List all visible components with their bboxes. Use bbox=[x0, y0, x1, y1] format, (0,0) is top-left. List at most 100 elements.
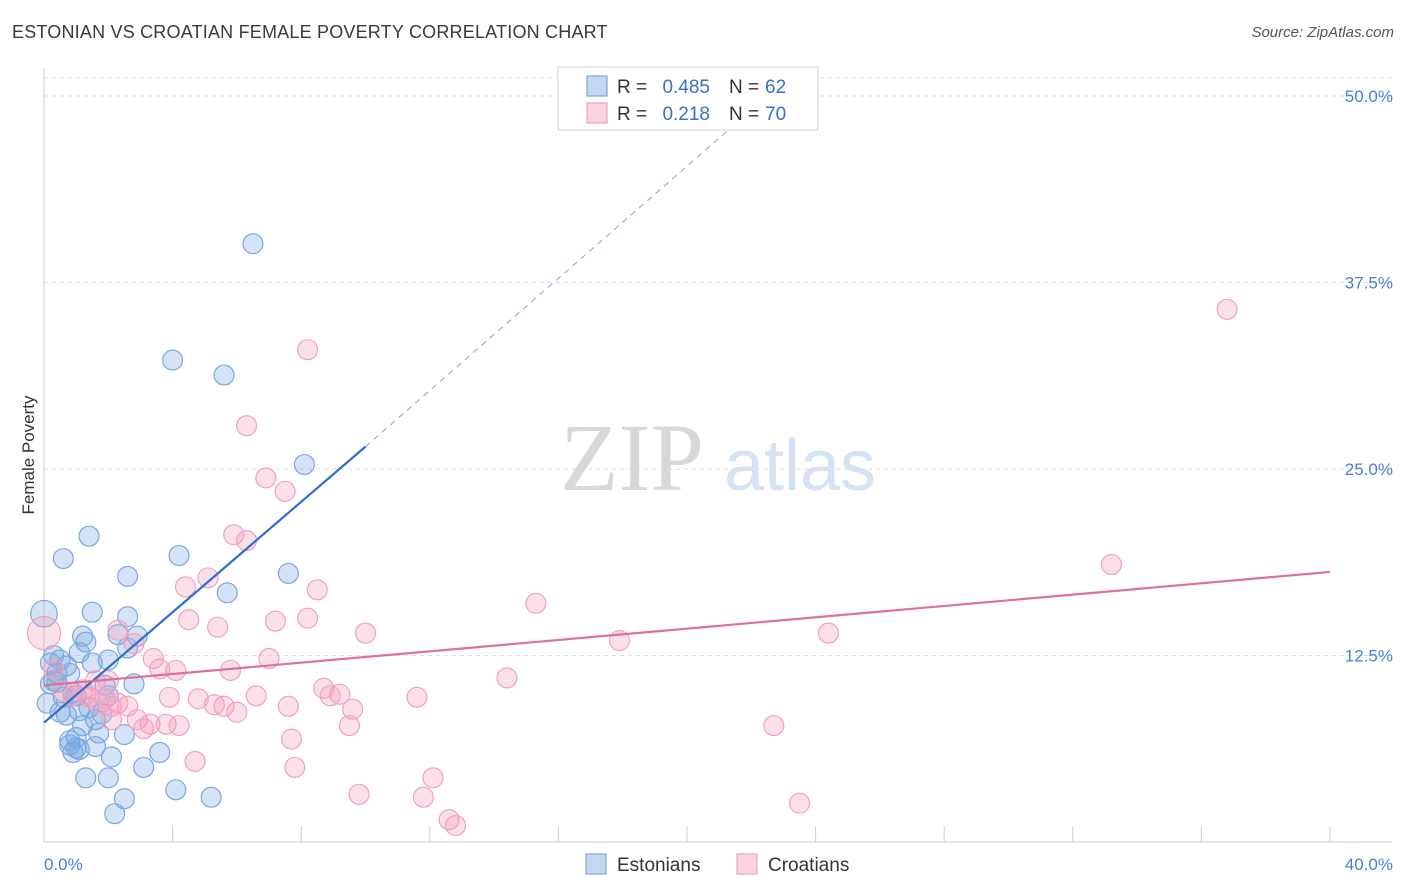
croatian-point bbox=[26, 615, 62, 651]
legend-swatch bbox=[586, 102, 608, 124]
croatian-point bbox=[412, 786, 434, 808]
estonian-point bbox=[113, 788, 135, 810]
estonian-point bbox=[104, 803, 126, 825]
croatian-point bbox=[139, 713, 161, 735]
estonian-point bbox=[84, 709, 107, 731]
croatian-point bbox=[306, 579, 328, 601]
estonian-point bbox=[78, 525, 100, 547]
legend-r-value: 0.218 bbox=[662, 104, 710, 125]
croatian-point bbox=[342, 698, 364, 720]
legend-n-label: N = bbox=[729, 104, 759, 125]
croatian-point bbox=[354, 622, 377, 644]
estonian-point bbox=[277, 562, 299, 584]
chart-source: Source: ZipAtlas.com bbox=[1251, 24, 1394, 41]
estonian-point bbox=[213, 364, 235, 386]
croatian-point bbox=[277, 695, 299, 717]
watermark: ZIP atlas bbox=[560, 404, 876, 511]
estonian-point bbox=[216, 582, 238, 604]
croatian-point bbox=[788, 792, 811, 814]
estonian-trend-line bbox=[43, 445, 367, 724]
legend: R = 0.485 N = 62 R = 0.218 N = 70 bbox=[557, 66, 819, 131]
estonian-point bbox=[100, 746, 123, 768]
legend-n-value: 62 bbox=[765, 77, 786, 98]
croatian-point bbox=[329, 683, 351, 705]
estonian-point bbox=[133, 756, 155, 778]
croatian-point bbox=[348, 783, 370, 805]
watermark-zip: ZIP bbox=[560, 404, 704, 511]
croatian-point bbox=[174, 576, 197, 598]
y-tick-label: 50.0% bbox=[1345, 87, 1393, 106]
estonian-point bbox=[84, 735, 107, 758]
croatian-point bbox=[142, 647, 164, 670]
croatian-point bbox=[297, 339, 319, 361]
estonian-point bbox=[200, 786, 222, 808]
estonian-point bbox=[75, 767, 97, 789]
estonian-point bbox=[55, 704, 78, 726]
estonian-point bbox=[52, 547, 74, 570]
axes bbox=[43, 68, 1392, 843]
croatian-point bbox=[264, 610, 287, 632]
estonian-point bbox=[117, 565, 139, 587]
croatian-point bbox=[184, 750, 206, 772]
croatian-point bbox=[43, 658, 65, 680]
estonian-point bbox=[242, 233, 264, 255]
estonian-point bbox=[81, 652, 103, 674]
bottom-legend-swatch bbox=[736, 853, 758, 875]
croatian-point bbox=[226, 701, 248, 723]
tick-labels: 12.5% 25.0% 37.5% 50.0% 0.0% 40.0% bbox=[44, 87, 1393, 874]
legend-box bbox=[557, 66, 819, 131]
trend-lines bbox=[43, 95, 1331, 724]
legend-r-value: 0.485 bbox=[662, 77, 710, 98]
croatian-point bbox=[297, 607, 319, 629]
croatian-point bbox=[280, 728, 303, 750]
croatian-point bbox=[422, 767, 444, 789]
croatian-point bbox=[197, 567, 219, 589]
legend-n-value: 70 bbox=[765, 104, 786, 125]
y-axis-label: Female Poverty bbox=[19, 395, 38, 515]
estonian-point bbox=[59, 734, 81, 756]
croatian-point bbox=[438, 809, 460, 831]
croatian-point bbox=[165, 659, 187, 681]
legend-r-label: R = bbox=[617, 104, 647, 125]
croatian-point bbox=[406, 686, 428, 708]
croatian-point bbox=[817, 622, 840, 644]
croatian-point bbox=[284, 756, 306, 778]
croatian-point bbox=[763, 715, 785, 737]
croatian-point bbox=[207, 616, 229, 638]
bottom-legend-label: Estonians bbox=[617, 855, 700, 876]
bottom-legend-swatch bbox=[585, 853, 607, 875]
bottom-legend: Estonians Croatians bbox=[585, 853, 849, 876]
estonian-point bbox=[30, 599, 58, 628]
estonian-point bbox=[75, 631, 97, 653]
y-tick-label: 25.0% bbox=[1345, 460, 1393, 479]
croatian-point bbox=[235, 415, 258, 437]
croatian-point bbox=[338, 715, 360, 737]
croatian-point bbox=[274, 480, 296, 502]
legend-r-label: R = bbox=[617, 77, 647, 98]
legend-n-label: N = bbox=[729, 77, 759, 98]
grid bbox=[44, 77, 1392, 656]
croatian-point bbox=[100, 709, 123, 731]
croatian-point bbox=[496, 667, 518, 689]
y-tick-label: 37.5% bbox=[1345, 274, 1393, 293]
croatian-point bbox=[1100, 553, 1122, 576]
croatian-point bbox=[187, 688, 209, 710]
chart-title: ESTONIAN VS CROATIAN FEMALE POVERTY CORR… bbox=[12, 22, 608, 42]
croatian-point bbox=[168, 715, 190, 737]
estonian-point bbox=[162, 349, 184, 371]
estonian-point bbox=[113, 724, 135, 746]
estonian-point bbox=[165, 779, 187, 801]
estonian-point bbox=[293, 453, 315, 476]
croatian-trend-line bbox=[43, 570, 1331, 687]
croatian-point bbox=[213, 695, 235, 717]
croatian-point bbox=[245, 685, 267, 707]
estonian-point bbox=[72, 625, 94, 647]
croatian-point bbox=[107, 619, 129, 641]
croatian-point bbox=[258, 647, 280, 670]
estonian-point bbox=[81, 601, 103, 623]
croatian-point bbox=[1216, 298, 1238, 320]
estonian-point bbox=[97, 767, 119, 789]
croatian-point bbox=[158, 686, 180, 708]
legend-swatch bbox=[586, 75, 608, 97]
